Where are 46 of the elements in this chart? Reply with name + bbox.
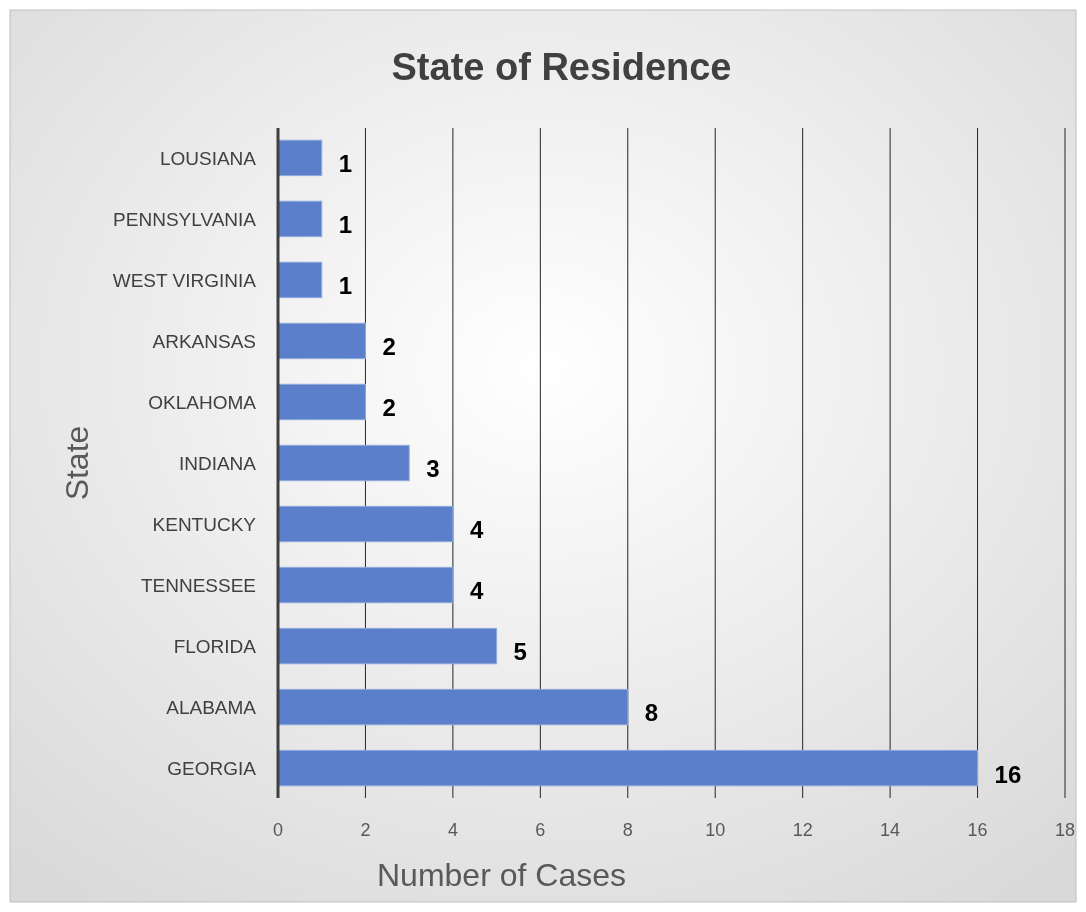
y-tick-label: LOUSIANA <box>159 147 257 169</box>
x-tick-label: 16 <box>967 820 988 840</box>
x-tick-label: 18 <box>1054 820 1076 840</box>
data-label: 4 <box>469 516 484 544</box>
bar <box>277 322 366 360</box>
y-tick-label: TENNESSEE <box>140 574 256 596</box>
data-label: 16 <box>994 760 1022 788</box>
chart-title: State of Residence <box>391 46 732 88</box>
x-tick-label: 14 <box>880 820 901 840</box>
data-label: 1 <box>338 211 353 239</box>
data-label: 5 <box>513 638 527 666</box>
data-label: 1 <box>338 272 353 300</box>
x-axis-title: Number of Cases <box>377 857 626 893</box>
y-tick-label: KENTUCKY <box>152 513 257 535</box>
y-axis-title: State <box>59 425 95 501</box>
x-tick-label: 12 <box>792 820 813 840</box>
data-label: 4 <box>469 577 484 605</box>
x-tick-label: 2 <box>360 820 371 840</box>
bar <box>277 566 454 604</box>
y-tick-label: WEST VIRGINIA <box>112 269 257 291</box>
data-label: 2 <box>382 394 396 422</box>
bar <box>277 688 629 726</box>
x-tick-label: 0 <box>272 820 284 840</box>
y-tick-label: GEORGIA <box>167 757 257 779</box>
y-tick-label: OKLAHOMA <box>148 391 257 413</box>
y-tick-label: INDIANA <box>178 452 257 474</box>
data-label: 8 <box>644 699 659 727</box>
data-label: 1 <box>338 150 353 178</box>
y-tick-label: ALABAMA <box>166 696 257 718</box>
y-tick-label: ARKANSAS <box>152 330 256 352</box>
bar <box>277 383 366 421</box>
bar <box>277 139 323 177</box>
y-tick-label: PENNSYLVANIA <box>113 208 257 230</box>
bar <box>277 444 410 482</box>
y-tick-label: FLORIDA <box>173 635 257 657</box>
bar <box>277 749 979 787</box>
bar <box>277 627 498 665</box>
bar <box>277 200 323 238</box>
data-label: 2 <box>382 333 396 361</box>
bar <box>277 261 323 299</box>
x-tick-label: 4 <box>447 820 458 840</box>
x-tick-label: 6 <box>535 820 546 840</box>
x-tick-label: 10 <box>705 820 726 840</box>
x-tick-label: 8 <box>622 820 633 840</box>
bar <box>277 505 454 543</box>
data-label: 3 <box>426 455 440 483</box>
